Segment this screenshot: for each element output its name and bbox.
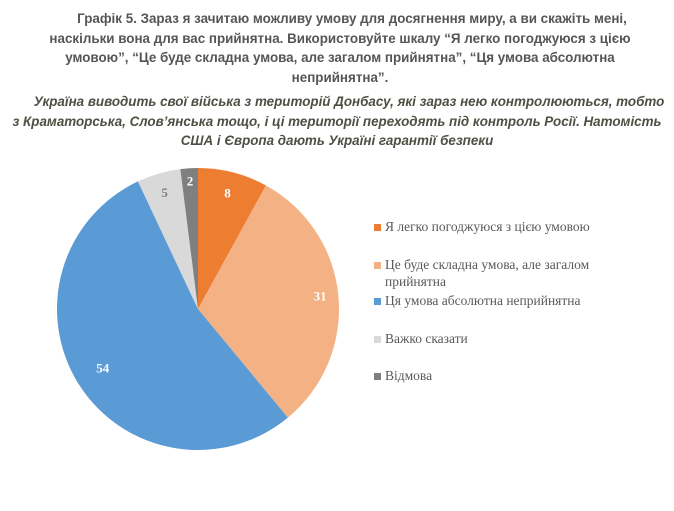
legend-label: Відмова	[385, 368, 433, 383]
data-label: 31	[314, 288, 327, 303]
slice-easily-agree	[198, 167, 266, 309]
legend-item-hard-to-say: Важко сказати	[374, 330, 644, 347]
legend-swatch-icon	[374, 224, 381, 231]
legend-label: Це буде складна умова, але загалом прийн…	[385, 257, 590, 289]
chart-title: Графік 5. Зараз я зачитаю можливу умову …	[49, 11, 631, 85]
legend-swatch-icon	[374, 336, 381, 343]
legend-swatch-icon	[374, 298, 381, 305]
legend-item-difficult-acceptable: Це буде складна умова, але загалом прийн…	[374, 256, 644, 290]
legend-swatch-icon	[374, 262, 381, 269]
slice-hard-to-say	[137, 169, 198, 309]
pie-labels: 8 31 54 5 2	[96, 173, 326, 375]
data-label: 54	[96, 360, 110, 375]
data-label: 2	[187, 173, 194, 188]
slice-absolutely-unacceptable	[56, 181, 288, 451]
legend-item-refusal: Відмова	[374, 367, 644, 384]
legend-label: Ця умова абсолютна неприйнятна	[385, 293, 581, 308]
data-label: 8	[224, 185, 231, 200]
slice-difficult-acceptable	[198, 185, 340, 418]
legend-item-absolutely-unacceptable: Ця умова абсолютна неприйнятна	[374, 292, 644, 309]
slice-refusal	[180, 167, 198, 309]
data-label: 5	[161, 185, 168, 200]
legend-label: Важко сказати	[385, 331, 468, 346]
chart-subtitle: Україна виводить свої війська з територі…	[12, 94, 665, 148]
legend-item-easily-agree: Я легко погоджуюся з цією умовою	[374, 218, 644, 235]
legend-label: Я легко погоджуюся з цією умовою	[385, 219, 590, 234]
pie-slices	[56, 167, 340, 451]
legend-swatch-icon	[374, 373, 381, 380]
